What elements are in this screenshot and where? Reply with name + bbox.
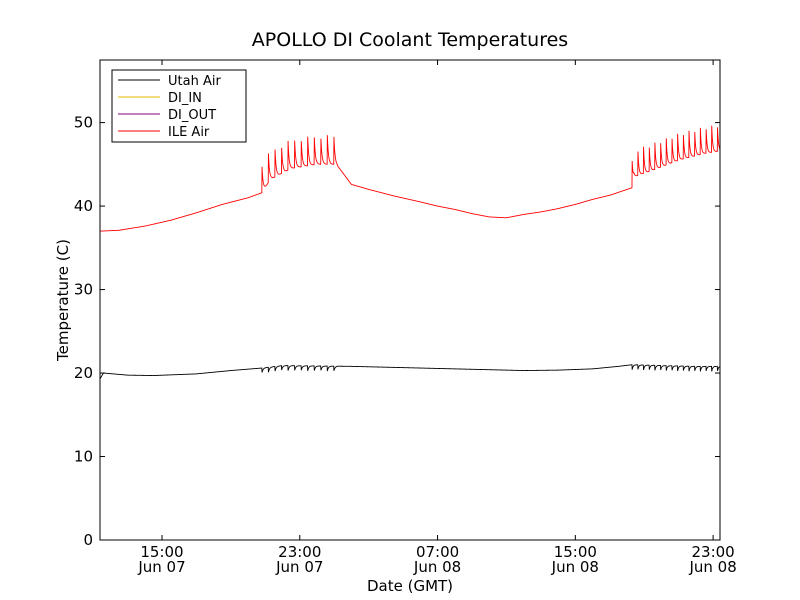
legend-entries: Utah Air DI_IN DI_OUT ILE Air [118, 74, 221, 140]
y-tick-label: 0 [83, 531, 93, 549]
y-tick-label: 20 [74, 364, 93, 382]
chart-title: APOLLO DI Coolant Temperatures [252, 29, 568, 51]
legend-label-di-in: DI_IN [168, 91, 202, 106]
plot-area-frame [99, 59, 721, 541]
x-tick-label-time: 15:00 [554, 543, 597, 561]
legend-label-di-out: DI_OUT [168, 108, 216, 123]
legend-label-utah-air: Utah Air [168, 74, 221, 89]
series-line-utah-air [99, 364, 721, 380]
x-tick-label-time: 15:00 [140, 543, 183, 561]
legend: Utah Air DI_IN DI_OUT ILE Air [111, 69, 247, 143]
y-axis-label: Temperature (C) [54, 239, 72, 362]
x-tick-label-date: Jun 08 [688, 558, 736, 576]
legend-box [111, 69, 247, 143]
y-tick-label: 50 [74, 114, 93, 132]
x-tick-label-date: Jun 08 [413, 558, 461, 576]
series-layer [99, 125, 721, 380]
x-axis-label: Date (GMT) [367, 577, 453, 595]
x-tick-label-time: 07:00 [416, 543, 459, 561]
y-axis: 0 10 20 30 40 50 [74, 114, 720, 549]
x-tick-label-date: Jun 08 [551, 558, 599, 576]
legend-label-ile-air: ILE Air [168, 125, 210, 140]
y-tick-label: 10 [74, 448, 93, 466]
x-tick-label-date: Jun 07 [137, 558, 185, 576]
y-tick-label: 40 [74, 197, 93, 215]
x-tick-label-time: 23:00 [278, 543, 321, 561]
x-tick-label-time: 23:00 [691, 543, 734, 561]
series-line-ile-air [99, 125, 721, 232]
x-tick-label-date: Jun 07 [275, 558, 323, 576]
y-tick-label: 30 [74, 281, 93, 299]
